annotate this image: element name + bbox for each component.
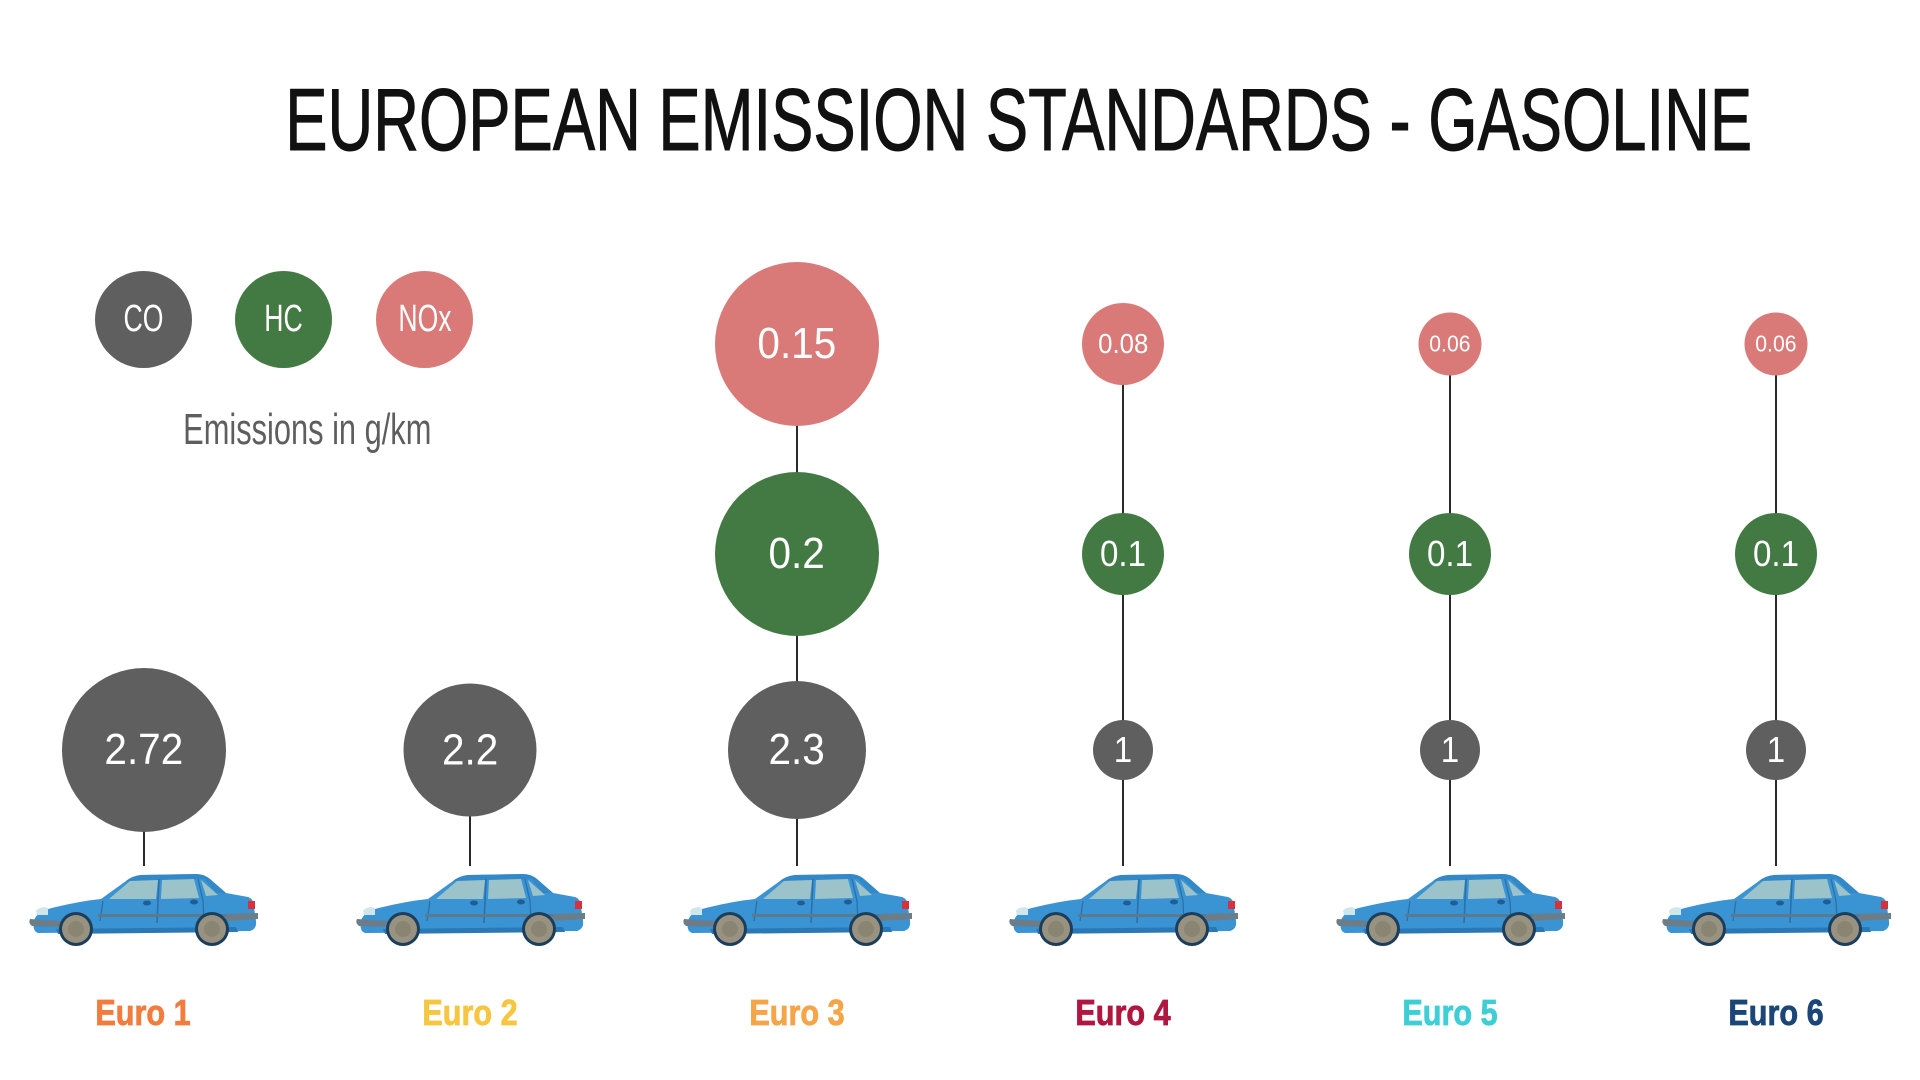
stem-euro4 — [1122, 380, 1124, 866]
euro5-label-text: Euro 5 — [1402, 992, 1498, 1034]
nox-value: 0.08 — [1097, 328, 1149, 359]
co-value: 2.3 — [768, 725, 826, 774]
hc-bubble: 0.1 — [1409, 513, 1491, 595]
nox-value: 0.06 — [1429, 330, 1471, 357]
euro2-label-text: Euro 2 — [422, 992, 518, 1034]
euro4-label-text: Euro 4 — [1075, 992, 1171, 1034]
co-value: 1 — [1766, 729, 1786, 770]
legend-nox-dot: NOx — [376, 271, 473, 368]
hc-value: 0.2 — [768, 529, 826, 578]
co-bubble: 2.3 — [728, 681, 866, 819]
euro5-label: Euro 5 — [1340, 992, 1560, 1034]
euro3-label-text: Euro 3 — [749, 992, 845, 1034]
legend-hc-dot: HC — [235, 271, 332, 368]
euro1-label: Euro 1 — [33, 992, 253, 1034]
hc-value: 0.1 — [1099, 533, 1147, 574]
stem-euro2 — [469, 812, 471, 866]
nox-bubble: 0.15 — [715, 262, 879, 426]
legend-caption: Emissions in g/km — [130, 405, 436, 455]
co-value: 2.72 — [104, 725, 184, 774]
euro6-label-text: Euro 6 — [1728, 992, 1824, 1034]
nox-bubble: 0.08 — [1082, 303, 1164, 385]
co-bubble: 2.72 — [62, 668, 226, 832]
hc-value: 0.1 — [1752, 533, 1800, 574]
chart-title-text: EUROPEAN EMISSION STANDARDS - GASOLINE — [285, 70, 1753, 169]
co-bubble: 2.2 — [403, 683, 537, 817]
co-bubble: 1 — [1093, 720, 1153, 780]
nox-value: 0.06 — [1755, 330, 1797, 357]
stem-euro3 — [796, 420, 798, 866]
nox-bubble: 0.06 — [1418, 312, 1482, 376]
euro1-label-text: Euro 1 — [95, 992, 191, 1034]
co-value: 2.2 — [441, 725, 499, 774]
legend-caption-text: Emissions in g/km — [183, 405, 432, 454]
stem-euro1 — [143, 830, 145, 866]
car-icon-euro3 — [680, 871, 914, 947]
stem-euro5 — [1449, 370, 1451, 866]
legend-nox-label: NOx — [397, 298, 452, 340]
euro4-label: Euro 4 — [1013, 992, 1233, 1034]
nox-value: 0.15 — [757, 319, 837, 368]
car-icon-euro2 — [353, 871, 587, 947]
nox-bubble: 0.06 — [1744, 312, 1808, 376]
chart-title: EUROPEAN EMISSION STANDARDS - GASOLINE — [0, 70, 1920, 169]
co-bubble: 1 — [1746, 720, 1806, 780]
co-value: 1 — [1113, 729, 1133, 770]
euro2-label: Euro 2 — [360, 992, 580, 1034]
legend-hc-label: HC — [264, 298, 303, 340]
euro6-label: Euro 6 — [1666, 992, 1886, 1034]
euro3-label: Euro 3 — [687, 992, 907, 1034]
co-bubble: 1 — [1420, 720, 1480, 780]
hc-bubble: 0.1 — [1082, 513, 1164, 595]
car-icon-euro4 — [1006, 871, 1240, 947]
legend-co-dot: CO — [95, 271, 192, 368]
car-icon-euro6 — [1659, 871, 1893, 947]
legend-co-label: CO — [123, 298, 164, 340]
co-value: 1 — [1440, 729, 1460, 770]
hc-bubble: 0.1 — [1735, 513, 1817, 595]
hc-bubble: 0.2 — [715, 472, 879, 636]
hc-value: 0.1 — [1426, 533, 1474, 574]
car-icon-euro1 — [26, 871, 260, 947]
stem-euro6 — [1775, 370, 1777, 866]
car-icon-euro5 — [1333, 871, 1567, 947]
